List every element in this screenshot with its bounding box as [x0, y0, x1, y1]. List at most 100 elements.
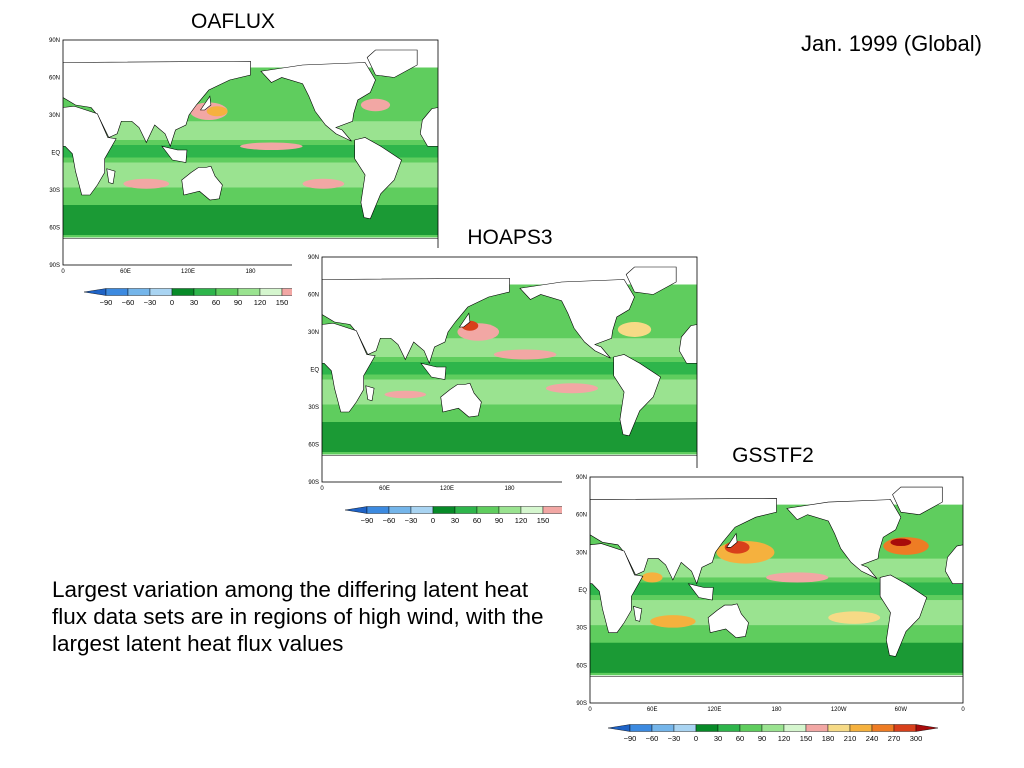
colorbar-box: [193, 288, 217, 296]
hot-spot: [617, 322, 652, 337]
continent: [786, 499, 902, 579]
colorbar-box: [388, 506, 412, 514]
colorbar-label: 30: [714, 734, 722, 743]
hot-spot: [384, 390, 427, 399]
continent: [260, 62, 376, 142]
lat-label: 90N: [49, 38, 60, 44]
lon-label: 0: [588, 707, 592, 713]
colorbar-box: [171, 288, 195, 296]
colorbar-label: 150: [537, 516, 550, 525]
colorbar-box: [105, 288, 129, 296]
lat-label: EQ: [51, 151, 60, 157]
southern-band: [590, 642, 963, 673]
lat-label: 60N: [576, 513, 587, 519]
colorbar-box: [454, 506, 478, 514]
colorbar-label: 0: [694, 734, 698, 743]
continent: [322, 322, 376, 413]
equator-band: [63, 145, 438, 158]
colorbar-label: 30: [190, 298, 198, 307]
colorbar-label: −30: [668, 734, 681, 743]
colorbar-box: [893, 724, 917, 732]
colorbar-box: [542, 506, 566, 514]
lat-label: 60N: [49, 76, 60, 82]
lat-label: 30N: [576, 550, 587, 556]
colorbar-label: 30: [451, 516, 459, 525]
colorbar-label: 180: [822, 734, 835, 743]
colorbar-label: 150: [276, 298, 289, 307]
colorbar-label: 90: [495, 516, 503, 525]
continent: [354, 137, 402, 220]
lat-label: 30N: [49, 113, 60, 119]
hot-spot: [360, 98, 391, 112]
lat-label: 60S: [49, 226, 60, 232]
lon-label: 0: [61, 269, 65, 275]
lon-label: 120W: [831, 707, 847, 713]
colorbar-box: [127, 288, 151, 296]
hot-spot: [240, 142, 303, 150]
hot-spot: [493, 349, 557, 360]
lat-label: 90S: [49, 263, 60, 269]
lon-label: 0: [961, 707, 965, 713]
colorbar-label: −60: [646, 734, 659, 743]
antarctica: [590, 675, 963, 703]
hot-spot: [545, 383, 599, 394]
southern-band: [322, 422, 697, 452]
map: [63, 49, 438, 265]
hot-spot: [890, 538, 912, 547]
colorbar-label: 0: [170, 298, 174, 307]
hot-spot: [766, 572, 829, 583]
colorbar-label: 300: [910, 734, 923, 743]
lon-label: 60E: [379, 486, 390, 492]
lat-label: EQ: [578, 588, 587, 594]
colorbar-box: [259, 288, 283, 296]
lat-label: 90S: [576, 701, 587, 707]
lat-label: 30S: [576, 626, 587, 632]
continent: [879, 574, 928, 657]
colorbar-label: 120: [254, 298, 267, 307]
continent: [625, 266, 677, 295]
continent: [678, 324, 697, 364]
map: [322, 266, 697, 482]
slide-title: Jan. 1999 (Global): [801, 31, 982, 56]
colorbar-label: −90: [624, 734, 637, 743]
continent: [945, 544, 963, 585]
hot-spot: [302, 178, 345, 189]
colorbar-label: −90: [100, 298, 113, 307]
colorbar-box: [651, 724, 675, 732]
caption: Largest variation among the differing la…: [52, 577, 544, 656]
panel-title: OAFLUX: [191, 10, 275, 33]
colorbar-label: −60: [122, 298, 135, 307]
colorbar-box: [805, 724, 829, 732]
continent: [63, 105, 117, 196]
colorbar-label: −30: [144, 298, 157, 307]
continent: [440, 382, 482, 418]
continent: [458, 312, 471, 328]
lon-label: 60E: [647, 707, 658, 713]
continent: [707, 603, 749, 639]
lon-label: 120E: [707, 707, 721, 713]
continent: [365, 385, 375, 402]
colorbar-label: 240: [866, 734, 879, 743]
colorbar-box: [761, 724, 785, 732]
colorbar-box: [717, 724, 741, 732]
continent: [106, 168, 116, 185]
lat-label: 60S: [308, 443, 319, 449]
colorbar-box: [237, 288, 261, 296]
colorbar-label: 0: [431, 516, 435, 525]
hot-spot: [206, 106, 228, 117]
map-frame: [321, 256, 698, 483]
lon-label: 180: [504, 486, 515, 492]
map: [590, 486, 963, 703]
continent: [519, 279, 635, 359]
lon-label: 180: [245, 269, 256, 275]
colorbar-box: [629, 724, 653, 732]
lat-label: 60S: [576, 663, 587, 669]
continent: [420, 362, 447, 380]
map-frame: [62, 39, 439, 266]
colorbar-label: 90: [234, 298, 242, 307]
continent: [161, 145, 188, 163]
continent: [419, 107, 438, 147]
